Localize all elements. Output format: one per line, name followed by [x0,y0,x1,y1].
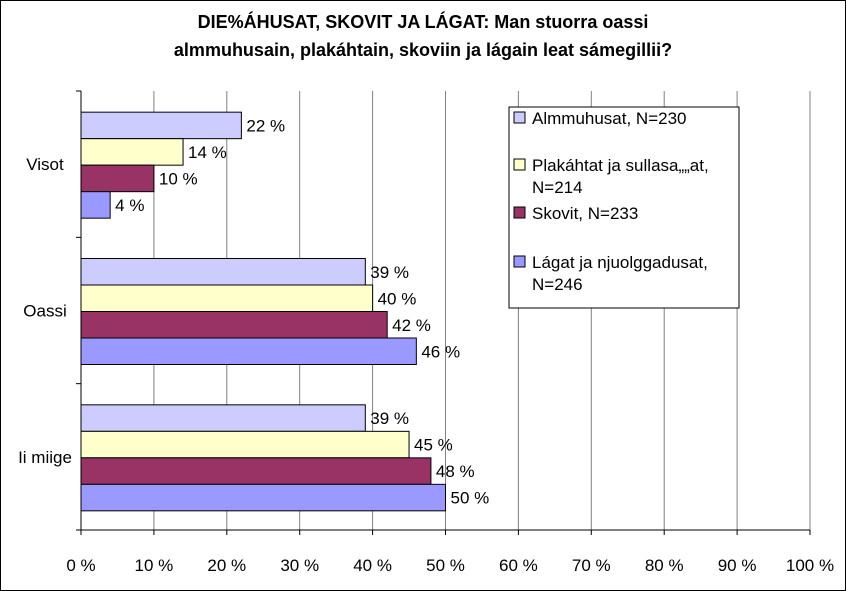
x-tick-label: 60 % [499,556,538,575]
category-label: Visot [26,155,64,174]
x-tick-label: 50 % [426,556,465,575]
chart-title: DIE%ÁHUSAT, SKOVIT JA LÁGAT: Man stuorra… [0,8,846,64]
x-tick-label: 20 % [207,556,246,575]
x-tick-label: 100 % [786,556,834,575]
data-label: 39 % [370,263,409,282]
bar [80,191,111,219]
chart-title-line1: DIE%ÁHUSAT, SKOVIT JA LÁGAT: Man stuorra… [197,12,649,32]
x-tick-label: 30 % [280,556,319,575]
data-label: 50 % [451,489,490,508]
x-tick-label: 40 % [353,556,392,575]
x-tick-label: 80 % [645,556,684,575]
data-label: 22 % [246,116,285,135]
x-tick-label: 10 % [135,556,174,575]
legend-swatch [513,206,526,219]
legend-swatch [513,255,526,268]
bar [80,337,417,365]
data-label: 39 % [370,409,409,428]
category-label: Ii miige [18,448,72,467]
legend-label: Lágat ja njuolggadusat, N=246 [532,253,708,294]
x-tick-label: 70 % [572,556,611,575]
data-label: 45 % [414,436,453,455]
chart-title-line2: almmuhusain, plakáhtain, skoviin ja lága… [173,40,673,60]
bar [80,483,446,512]
legend-label: Skovit, N=233 [532,204,638,223]
bar [80,404,366,432]
bar [80,284,374,312]
data-label: 48 % [436,462,475,481]
data-label: 14 % [188,143,227,162]
x-tick-label: 90 % [718,556,757,575]
legend-label: Almmuhusat, N=230 [532,109,687,128]
bar [80,111,242,140]
bar [80,430,410,459]
bar [80,258,366,286]
data-label: 40 % [378,289,417,308]
legend-swatch [513,111,526,124]
bar [80,311,388,339]
legend-swatch [513,158,526,171]
data-label: 4 % [115,196,144,215]
legend-box [508,106,740,309]
data-label: 46 % [421,342,460,361]
category-label: Oassi [23,302,66,321]
data-label: 10 % [159,169,198,188]
bar [80,138,184,166]
bar [80,457,432,485]
bar [80,164,155,193]
legend-label: Plakáhtat ja sullasa„„at, N=214 [532,156,709,197]
data-label: 42 % [392,316,431,335]
x-tick-label: 0 % [66,556,95,575]
